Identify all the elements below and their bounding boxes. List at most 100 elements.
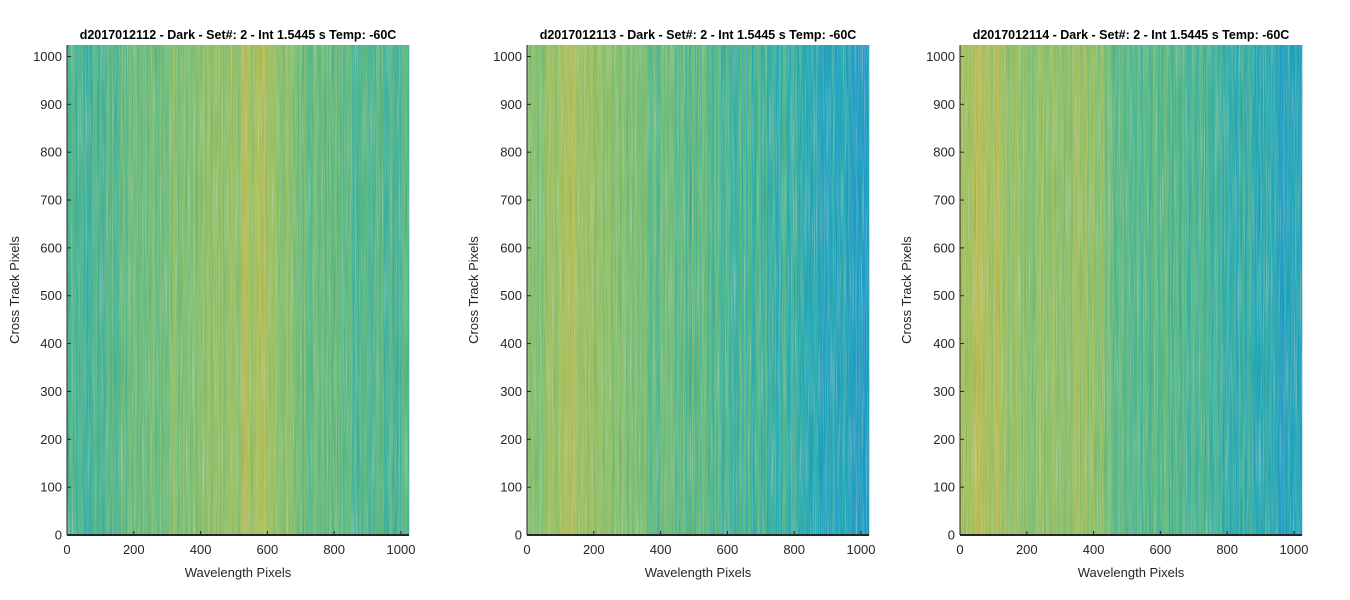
heatmap-column [834, 45, 837, 535]
heatmap-column [103, 45, 105, 535]
heatmap-column [1017, 45, 1019, 535]
heatmap-column [972, 45, 974, 535]
heatmap-column [776, 45, 778, 535]
heatmap-column [1084, 45, 1087, 535]
heatmap-column [573, 45, 576, 535]
heatmap-column [383, 45, 386, 535]
heatmap-column [548, 45, 550, 535]
heatmap-column [401, 45, 404, 535]
heatmap-column [1170, 45, 1172, 535]
heatmap-column [355, 45, 357, 535]
heatmap-column [710, 45, 712, 535]
heatmap-column [812, 45, 814, 535]
heatmap-column [1237, 45, 1240, 535]
heatmap-column [404, 45, 407, 535]
heatmap-column [585, 45, 588, 535]
y-tick-label: 100 [933, 480, 955, 495]
heatmap-column [1066, 45, 1069, 535]
heatmap-column [716, 45, 718, 535]
heatmap-column [1126, 45, 1129, 535]
heatmap-column [549, 45, 552, 535]
heatmap-column [119, 45, 122, 535]
heatmap-column [590, 45, 592, 535]
heatmap-column [1255, 45, 1258, 535]
heatmap-column [633, 45, 636, 535]
heatmap-column [599, 45, 601, 535]
heatmap-column [803, 45, 805, 535]
y-tick-label: 800 [933, 145, 955, 160]
heatmap-column [1056, 45, 1058, 535]
y-tick-label: 500 [500, 288, 522, 303]
y-tick-label: 900 [933, 97, 955, 112]
heatmap-column [212, 45, 215, 535]
heatmap-column [843, 45, 846, 535]
heatmap-column [337, 45, 339, 535]
heatmap-column [160, 45, 162, 535]
heatmap-column [1204, 45, 1207, 535]
heatmap-column [552, 45, 555, 535]
heatmap-column [758, 45, 760, 535]
heatmap-column [1281, 45, 1283, 535]
heatmap-column [588, 45, 591, 535]
heatmap-column [353, 45, 356, 535]
heatmap-column [1276, 45, 1279, 535]
heatmap-column [97, 45, 99, 535]
heatmap-column [287, 45, 290, 535]
heatmap-column [371, 45, 374, 535]
heatmap-column [1267, 45, 1270, 535]
heatmap-column [1135, 45, 1138, 535]
heatmap-column [678, 45, 681, 535]
heatmap-column [208, 45, 210, 535]
heatmap-column [579, 45, 582, 535]
heatmap-column [1119, 45, 1121, 535]
heatmap-column [1020, 45, 1022, 535]
heatmap-column [251, 45, 254, 535]
heatmap-column [163, 45, 165, 535]
heatmap-column [815, 45, 817, 535]
y-tick-label: 600 [500, 240, 522, 255]
heatmap-column [741, 45, 744, 535]
heatmap-column [635, 45, 637, 535]
heatmap-column [205, 45, 207, 535]
heatmap-column [154, 45, 156, 535]
heatmap-column [317, 45, 320, 535]
heatmap-column [340, 45, 342, 535]
heatmap-column [104, 45, 107, 535]
heatmap-column [1191, 45, 1193, 535]
heatmap-column [137, 45, 140, 535]
heatmap-column [92, 45, 95, 535]
heatmap-column [1179, 45, 1181, 535]
y-tick-label: 500 [933, 288, 955, 303]
heatmap-column [71, 45, 74, 535]
x-tick-label: 200 [583, 542, 605, 557]
heatmap-column [851, 45, 853, 535]
heatmap-column [1117, 45, 1120, 535]
heatmap-column [136, 45, 138, 535]
heatmap-panel-2: d2017012113 - Dark - Set#: 2 - Int 1.544… [466, 28, 875, 580]
heatmap-column [406, 45, 408, 535]
heatmap-column [554, 45, 556, 535]
heatmap-column [1024, 45, 1027, 535]
heatmap-column [343, 45, 345, 535]
heatmap-column [1129, 45, 1132, 535]
heatmap-column [960, 45, 962, 535]
heatmap-column [167, 45, 170, 535]
x-tick-label: 400 [190, 542, 212, 557]
y-tick-label: 0 [55, 528, 62, 543]
heatmap-column [128, 45, 131, 535]
heatmap-column [310, 45, 312, 535]
heatmap-column [364, 45, 366, 535]
heatmap-column [668, 45, 670, 535]
heatmap-column [987, 45, 989, 535]
heatmap-column [825, 45, 828, 535]
heatmap-column [1105, 45, 1108, 535]
heatmap-column [124, 45, 126, 535]
heatmap-column [560, 45, 562, 535]
heatmap-column [158, 45, 161, 535]
heatmap-column [852, 45, 855, 535]
heatmap-column [241, 45, 243, 535]
heatmap-stripes [960, 45, 1303, 535]
heatmap-column [563, 45, 565, 535]
heatmap-column [819, 45, 822, 535]
heatmap-column [1039, 45, 1042, 535]
